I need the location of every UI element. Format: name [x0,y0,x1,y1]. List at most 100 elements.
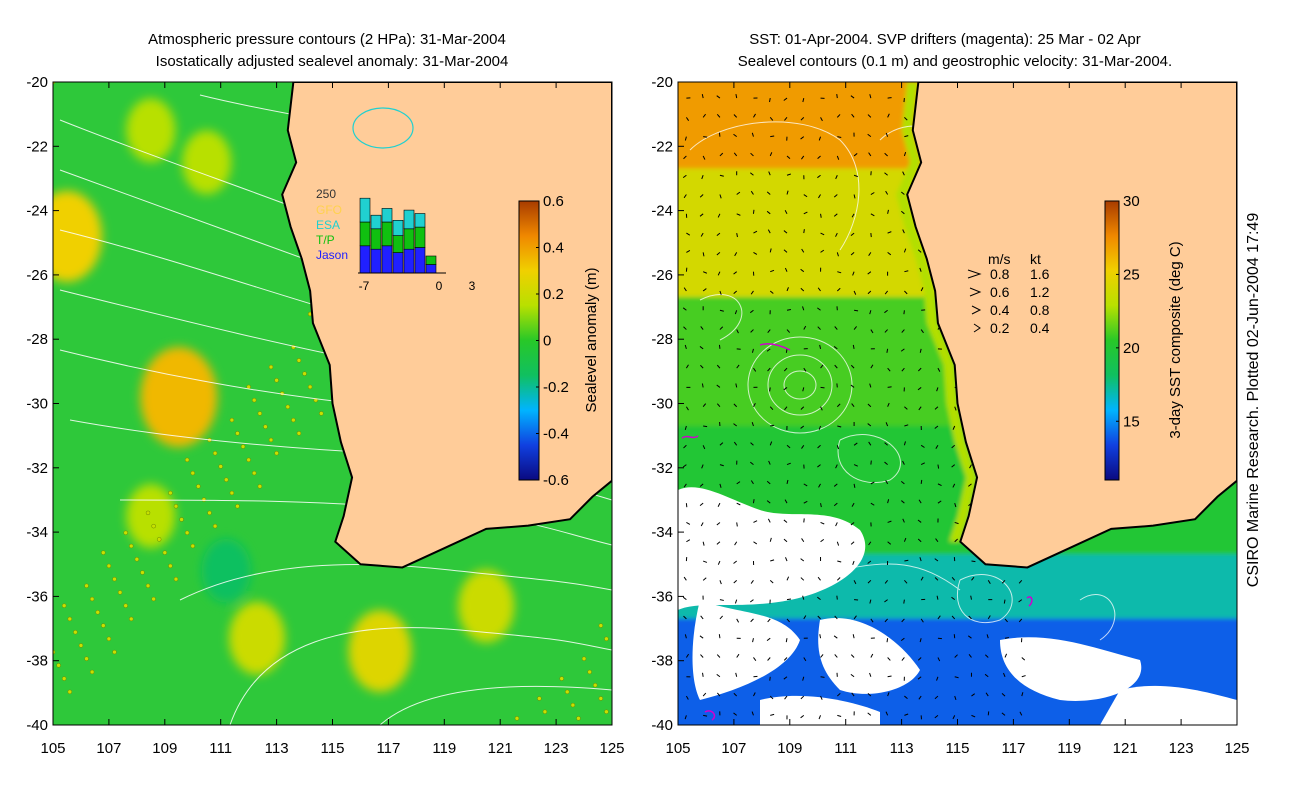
y-tick-label: -36 [26,588,48,605]
velocity-vector [800,117,805,121]
velocity-vector [733,290,738,295]
track-marker [95,610,100,615]
velocity-legend-ms: 0.4 [990,302,1010,318]
velocity-vector [750,329,754,333]
velocity-vector [917,538,922,543]
velocity-vector [769,290,774,294]
velocity-vector [901,500,905,504]
velocity-vector [1021,692,1024,697]
velocity-vector [936,387,939,392]
velocity-legend-arrow-2 [971,305,982,315]
velocity-vector [718,634,721,639]
velocity-vector [820,654,824,658]
velocity-vector [733,152,738,157]
velocity-legend-header-ms: m/s [988,251,1011,267]
velocity-vector [716,95,721,99]
velocity-vector [682,464,687,468]
velocity-vector [884,442,888,446]
track-marker [302,371,307,376]
velocity-vector [867,133,872,138]
velocity-vector [884,461,888,465]
velocity-vector [701,383,704,388]
velocity-vector [786,444,791,449]
velocity-vector [833,635,838,639]
velocity-vector [971,576,975,581]
velocity-vector [904,695,908,699]
velocity-vector [736,213,741,216]
velocity-vector [769,117,774,121]
track-marker [101,623,106,628]
velocity-vector [971,560,976,563]
velocity-vector [837,136,842,138]
track-marker [134,557,140,562]
track-marker [229,490,235,496]
velocity-vector [986,634,989,639]
velocity-vector [954,538,958,543]
velocity-vector [903,151,907,157]
velocity-vector [920,287,924,292]
velocity-vector [904,424,909,427]
velocity-vector [753,692,756,697]
velocity-vector [904,579,908,584]
velocity-vector [920,462,925,466]
velocity-vector [870,192,875,195]
velocity-vector [786,598,792,601]
velocity-vector [683,444,687,449]
velocity-vector [850,252,855,256]
anomaly-feature-5 [348,610,412,693]
track-marker [246,457,251,463]
velocity-vector [800,577,805,581]
inset-x-tick: 3 [469,279,476,293]
velocity-vector [870,213,875,217]
velocity-legend-kt: 0.8 [1030,302,1050,318]
track-marker [168,490,173,496]
track-marker [84,583,89,589]
velocity-vector [887,386,892,388]
track-marker [598,623,604,628]
velocity-vector [770,269,775,273]
velocity-vector [736,618,740,623]
velocity-vector [820,213,822,218]
velocity-vector [734,541,738,546]
track-marker [61,603,67,608]
velocity-vector [701,464,704,469]
velocity-vector [753,230,758,234]
right-landmass [906,82,1237,569]
velocity-vector [820,232,825,236]
left-anomaly-features [53,98,515,693]
velocity-vector [918,499,922,504]
right-axes: 105 107 109 111 113 115 117 119 121 123 125 -20 -22 -… [651,74,1249,757]
velocity-vector [852,634,855,639]
velocity-vector [719,194,722,199]
velocity-vector [767,229,771,234]
velocity-legend-kt: 1.2 [1030,284,1050,300]
y-tick-label: -36 [651,588,673,605]
track-marker [268,364,274,370]
velocity-vector [803,615,807,620]
velocity-vector [887,499,890,504]
velocity-vector [684,715,687,720]
velocity-vector [783,387,788,391]
velocity-vector [818,715,822,720]
velocity-vector [904,290,908,295]
track-marker [274,378,279,383]
colorbar-tick-label: 0.2 [543,286,564,303]
velocity-vector [820,503,822,508]
velocity-vector [750,152,754,157]
velocity-vector [749,172,754,176]
velocity-vector [904,713,909,716]
velocity-vector [850,541,855,545]
velocity-vector [833,213,838,217]
velocity-legend-ms: 0.8 [990,266,1010,282]
velocity-vector [802,306,805,311]
y-tick-label: -32 [651,460,673,477]
velocity-vector [752,638,754,643]
velocity-vector [735,672,738,677]
velocity-vector [717,502,721,507]
velocity-vector [783,230,788,234]
x-tick-label: 123 [544,740,569,757]
velocity-vector [685,653,690,658]
track-marker [101,550,106,555]
velocity-vector [699,346,704,350]
velocity-vector [800,406,805,410]
